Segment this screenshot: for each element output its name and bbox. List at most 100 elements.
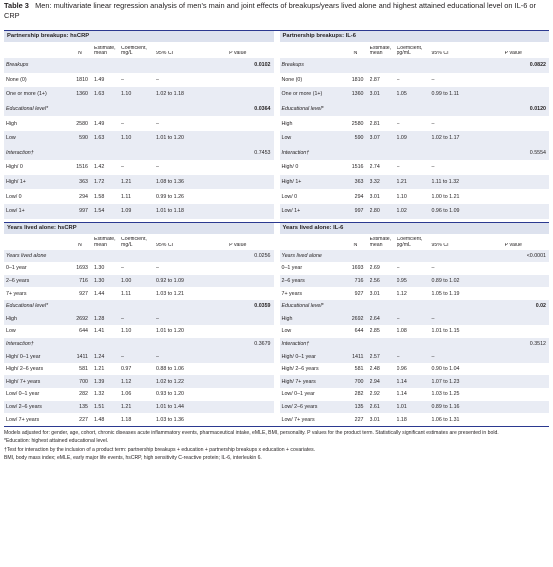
table-cell: 0.3512	[529, 340, 546, 347]
table-cell: 363	[354, 179, 364, 186]
table-cell: 2.85	[369, 328, 380, 335]
table-cell: 2.69	[369, 265, 380, 272]
table-cell: 1.00 to 1.21	[431, 193, 460, 200]
table-cell: 1411	[352, 353, 364, 360]
section-row: Educational level* 0.02	[279, 299, 549, 313]
column-header: Estimate, mean	[369, 45, 392, 57]
table-cell: 1.58	[94, 193, 105, 200]
table-cell: 581	[354, 366, 364, 373]
column-header: P value	[504, 51, 522, 57]
table-cell: 0.7453	[254, 149, 271, 156]
footnote-education: *Education: highest attained educational…	[4, 438, 109, 445]
table-cell: –	[156, 164, 159, 171]
table-cell: 0.93 to 1.20	[156, 391, 184, 398]
table-cell: 927	[79, 290, 88, 297]
table-cell: 1.21	[121, 403, 132, 410]
panel-years-alone-hscrp: Years lived alone: hsCRP N Estimate, mean C…	[4, 222, 277, 426]
row-label: Low/ 0–1 year	[6, 391, 40, 398]
table-row: High 2580 2.81 – –	[280, 116, 550, 131]
row-label: 0–1 year	[281, 265, 303, 272]
table-cell: 1.09	[121, 208, 132, 215]
table-cell: 0.99 to 1.11	[431, 91, 460, 98]
table-cell: 135	[79, 403, 88, 410]
table-row: High 2692 1.28 – –	[4, 312, 274, 326]
column-header: N	[353, 51, 358, 57]
row-label: One or more (1+)	[6, 91, 47, 98]
table-cell: 3.01	[369, 91, 380, 98]
table-cell: 997	[354, 208, 364, 215]
table-cell: 0.92 to 1.09	[156, 278, 184, 285]
table-cell: 0.88 to 1.06	[156, 366, 184, 373]
row-label: High/ 2–6 years	[6, 366, 44, 373]
table-cell: 716	[79, 278, 88, 285]
table-row: High/ 7+ years 700 2.94 1.14 1.07 to 1.23	[279, 375, 549, 389]
table-cell: 1516	[76, 164, 88, 171]
bottom-panels: Years lived alone: hsCRP N Estimate, mean C…	[4, 221, 550, 426]
section-row: Interaction† 0.3512	[279, 337, 549, 351]
table-cell: 1.18	[121, 416, 132, 423]
table-row: High 2692 2.64 – –	[279, 312, 549, 326]
table-cell: 1.05	[396, 91, 407, 98]
column-header: Coefficient, mg/L	[121, 45, 147, 57]
table-row: 2–6 years 716 2.56 0.95 0.89 to 1.02	[279, 274, 549, 288]
table-cell: 0.0256	[254, 252, 271, 259]
table-cell: 1.63	[94, 91, 105, 98]
column-header: P value	[229, 242, 247, 248]
table-cell: 2.92	[369, 391, 380, 398]
row-label: Low	[6, 135, 16, 142]
table-cell: 1.72	[94, 179, 105, 186]
table-cell: 1.14	[396, 378, 407, 385]
table-cell: 2.81	[369, 120, 380, 127]
table-row: None (0) 1810 1.49 – –	[4, 73, 274, 88]
column-header: Coefficient, pg/mL	[396, 237, 423, 248]
table-cell: 1.03 to 1.25	[431, 391, 460, 398]
table-cell: –	[431, 164, 435, 171]
row-label: Low/ 1+	[281, 208, 301, 215]
table-cell: 1.11	[121, 290, 131, 297]
table-cell: 0.3679	[254, 340, 271, 347]
section-row: Years lived alone <0.0001	[279, 249, 549, 263]
table-cell: 1.08	[396, 328, 407, 335]
table-cell: 0.90 to 1.04	[431, 366, 460, 373]
table-cell: 3.01	[369, 193, 380, 200]
table-cell: 1.54	[94, 208, 105, 215]
table-cell: 0.5554	[529, 149, 546, 156]
column-header: 95% CI	[431, 51, 449, 57]
column-header: Estimate, mean	[94, 237, 116, 248]
section-row: Interaction† 0.5554	[279, 145, 549, 161]
table-cell: 2.80	[369, 208, 380, 215]
table-cell: –	[396, 265, 400, 272]
row-label: None (0)	[281, 76, 303, 83]
table-cell: 1.01	[396, 403, 407, 410]
table-cell: 1.10	[121, 91, 132, 98]
table-cell: –	[156, 353, 159, 360]
table-cell: 700	[79, 378, 88, 385]
table-row: 7+ years 927 3.01 1.12 1.05 to 1.19	[280, 287, 550, 300]
table-cell: 3.32	[369, 179, 380, 186]
table-cell: 1.08 to 1.36	[156, 179, 184, 186]
row-label: High/ 0–1 year	[281, 353, 316, 360]
table-cell: 1.00	[121, 278, 132, 285]
table-cell: 590	[79, 135, 88, 142]
table-cell: 1.49	[94, 120, 105, 127]
table-cell: 2.48	[369, 366, 380, 373]
table-row: Low 590 1.63 1.10 1.01 to 1.20	[4, 130, 274, 146]
table-cell: 1.12	[396, 290, 407, 297]
table-cell: 1810	[351, 76, 364, 83]
table-cell: 282	[79, 391, 88, 398]
table-cell: –	[396, 164, 400, 171]
table-row: High/ 2–6 years 581 1.21 0.97 0.88 to 1.06	[4, 363, 274, 376]
row-label: High/ 0–1 year	[6, 353, 41, 360]
table-cell: 1.18	[396, 416, 407, 423]
table-cell: 1.49	[94, 76, 105, 83]
table-cell: 1.02	[396, 208, 407, 215]
table-cell: –	[396, 353, 400, 360]
table-cell: 1.48	[94, 416, 105, 423]
table-row: Low/ 0–1 year 282 1.32 1.06 0.93 to 1.20	[4, 388, 274, 401]
table-footnotes: Models adjusted for: gender, age, cohort…	[4, 425, 549, 463]
table-cell: –	[431, 315, 435, 322]
column-header-row: N Estimate, mean Coefficient, pg/mL 95% CI P…	[280, 234, 550, 250]
table-cell: 927	[354, 290, 364, 297]
table-cell: 581	[79, 366, 88, 373]
